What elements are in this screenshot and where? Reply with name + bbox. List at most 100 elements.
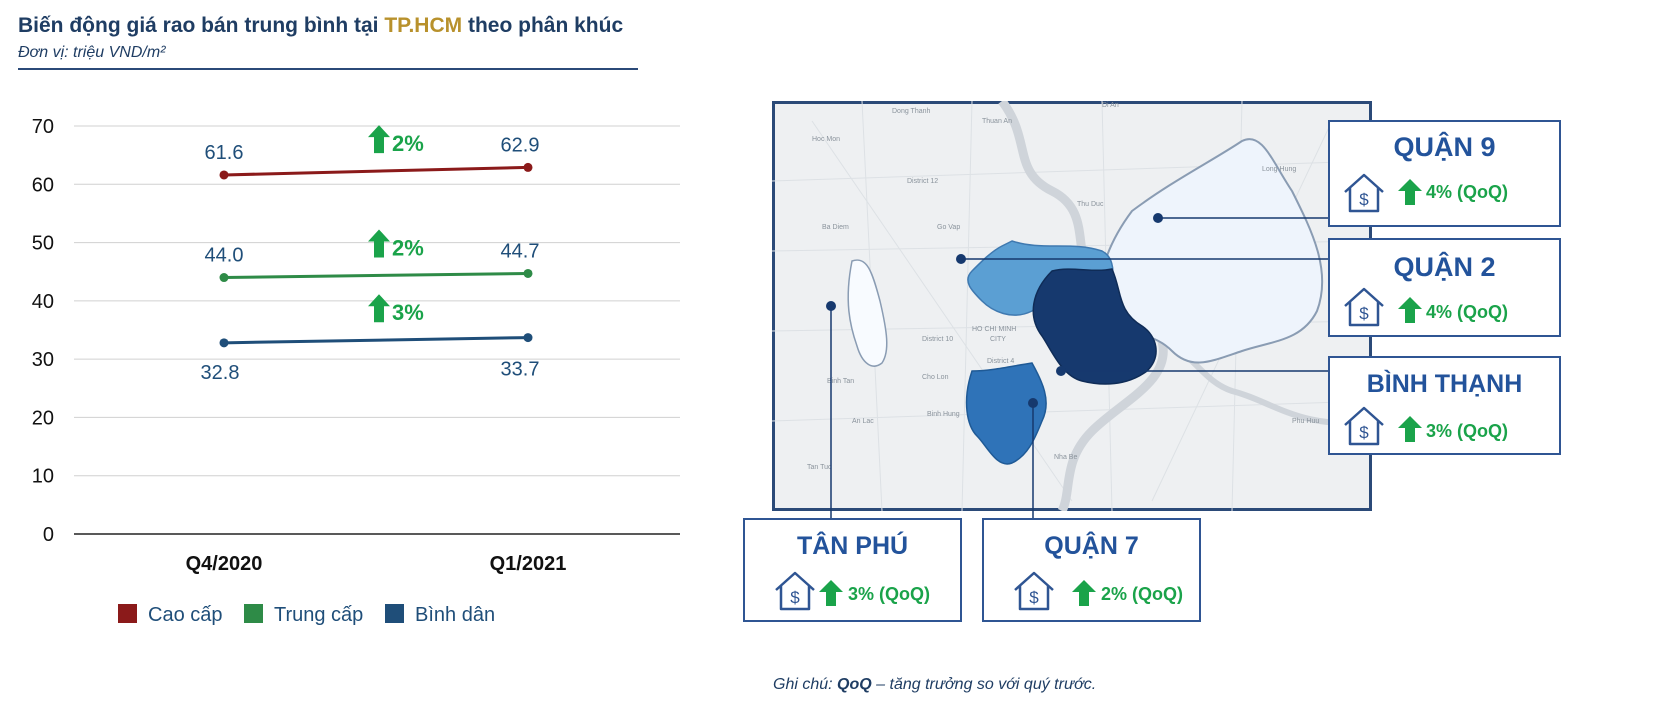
map-label: District 10 [922,336,953,343]
title-prefix: Biến động giá rao bán trung bình tại [18,14,385,37]
y-tick-labels: 0 10 20 30 40 50 60 70 [32,116,54,546]
series-line [223,336,529,345]
data-label: 44.7 [501,240,540,262]
map-label: Binh Tan [827,378,854,385]
line-chart: 0 10 20 30 40 50 60 70 Q4/2020 Q1/2021 61.6 62.9 4… [32,116,680,626]
map-label: Go Vap [937,224,960,231]
district-map: Dong Thanh Thuan An Di An Hoc Mon Distri… [772,101,1372,511]
y-tick-label: 70 [32,116,54,138]
series-line [223,165,529,177]
chart-grid [74,125,680,535]
up-arrow-icon [1072,580,1096,606]
map-label: Dong Thanh [892,108,931,115]
y-tick-label: 10 [32,466,54,488]
legend-label: Cao cấp [148,604,223,626]
title-suffix: theo phân khúc [462,14,624,37]
chart-legend: Cao cấp Trung cấp Bình dân [118,604,495,626]
house-dollar-icon: $ [1344,287,1384,327]
svg-text:$: $ [790,588,800,607]
legend-label: Bình dân [415,604,495,626]
chart-title: Biến động giá rao bán trung bình tại TP.… [18,14,623,38]
district-box-quan-2: QUẬN 2 $ 4% (QoQ) [1328,238,1561,337]
up-arrow-icon [368,125,390,154]
map-label: Tan Tuc [807,464,832,471]
marker-quan-7 [1028,398,1038,408]
marker-binh-thanh [1056,366,1066,376]
title-divider [18,68,638,70]
x-tick-labels: Q4/2020 Q1/2021 [186,553,567,575]
data-point [219,338,229,348]
district-box-quan-7: QUẬN 7 $ 2% (QoQ) [982,518,1201,622]
marker-quan-9 [1153,213,1163,223]
growth-value: 3% (QoQ) [1426,421,1509,441]
map-label: Di An [1102,102,1119,109]
house-dollar-icon: $ [1014,571,1054,611]
legend-label: Trung cấp [274,604,363,626]
map-label: District 12 [907,178,938,185]
data-label: 61.6 [205,142,244,164]
y-tick-label: 20 [32,407,54,429]
up-arrow-icon [1398,297,1422,323]
footnote: Ghi chú: QoQ – tăng trưởng so với quý tr… [773,676,1096,694]
map-label: Binh Hung [927,411,960,418]
map-label: Cho Lon [922,374,949,381]
legend-swatch [244,604,263,623]
data-point [523,162,533,172]
y-tick-label: 50 [32,233,54,255]
up-arrow-icon [1398,179,1422,205]
unit-label: Đơn vị: triệu VND/m² [18,44,166,61]
growth-label: 2% [392,131,424,156]
up-arrow-icon [1398,416,1422,442]
district-name: QUẬN 9 [1393,132,1496,162]
data-label: 62.9 [501,134,540,156]
y-tick-label: 60 [32,174,54,196]
up-arrow-icon [368,229,390,258]
title-highlight: TP.HCM [384,14,463,37]
map-label: An Lac [852,418,874,425]
growth-value: 4% (QoQ) [1426,302,1509,322]
legend-swatch [385,604,404,623]
up-arrow-icon [819,580,843,606]
house-dollar-icon: $ [1344,173,1384,213]
house-dollar-icon: $ [775,571,815,611]
data-point [219,273,229,283]
note-term: QoQ [837,676,872,693]
map-label: Thuan An [982,118,1012,125]
data-label: 33.7 [501,359,540,381]
x-tick-label: Q4/2020 [186,553,263,575]
data-label: 32.8 [201,362,240,384]
growth-value: 2% (QoQ) [1101,584,1184,604]
district-name: TÂN PHÚ [796,532,909,560]
district-name: QUẬN 2 [1393,252,1496,282]
map-label: Hoc Mon [812,136,840,143]
note-suffix: – tăng trưởng so với quý trước. [871,676,1097,693]
district-name: BÌNH THẠNH [1366,370,1523,398]
growth-value: 4% (QoQ) [1426,182,1509,202]
map-label: District 4 [987,358,1014,365]
house-dollar-icon: $ [1344,406,1384,446]
district-box-quan-9: QUẬN 9 $ 4% (QoQ) [1328,120,1561,227]
svg-text:$: $ [1029,588,1039,607]
up-arrow-icon [368,294,390,323]
growth-label: 3% [392,300,424,325]
map-label: CITY [990,336,1006,343]
x-tick-label: Q1/2021 [490,553,567,575]
note-prefix: Ghi chú: [773,676,838,693]
series-lines: 61.6 62.9 44.0 44.7 32.8 33.7 [201,134,540,383]
series-line [223,271,529,280]
map-label: Thu Duc [1077,201,1104,208]
y-tick-label: 30 [32,349,54,371]
district-box-binh-thanh: BÌNH THẠNH $ 3% (QoQ) [1328,356,1561,455]
data-label: 44.0 [205,245,244,267]
district-box-tan-phu: TÂN PHÚ $ 3% (QoQ) [743,518,962,622]
svg-text:$: $ [1359,423,1369,442]
y-tick-label: 40 [32,291,54,313]
data-point [523,268,533,278]
marker-tan-phu [826,301,836,311]
map-label: Long Hung [1262,166,1296,173]
growth-annotations: 2% 2% 3% [368,125,424,325]
legend-swatch [118,604,137,623]
growth-label: 2% [392,236,424,261]
growth-value: 3% (QoQ) [848,584,931,604]
map-label: Ba Diem [822,224,849,231]
